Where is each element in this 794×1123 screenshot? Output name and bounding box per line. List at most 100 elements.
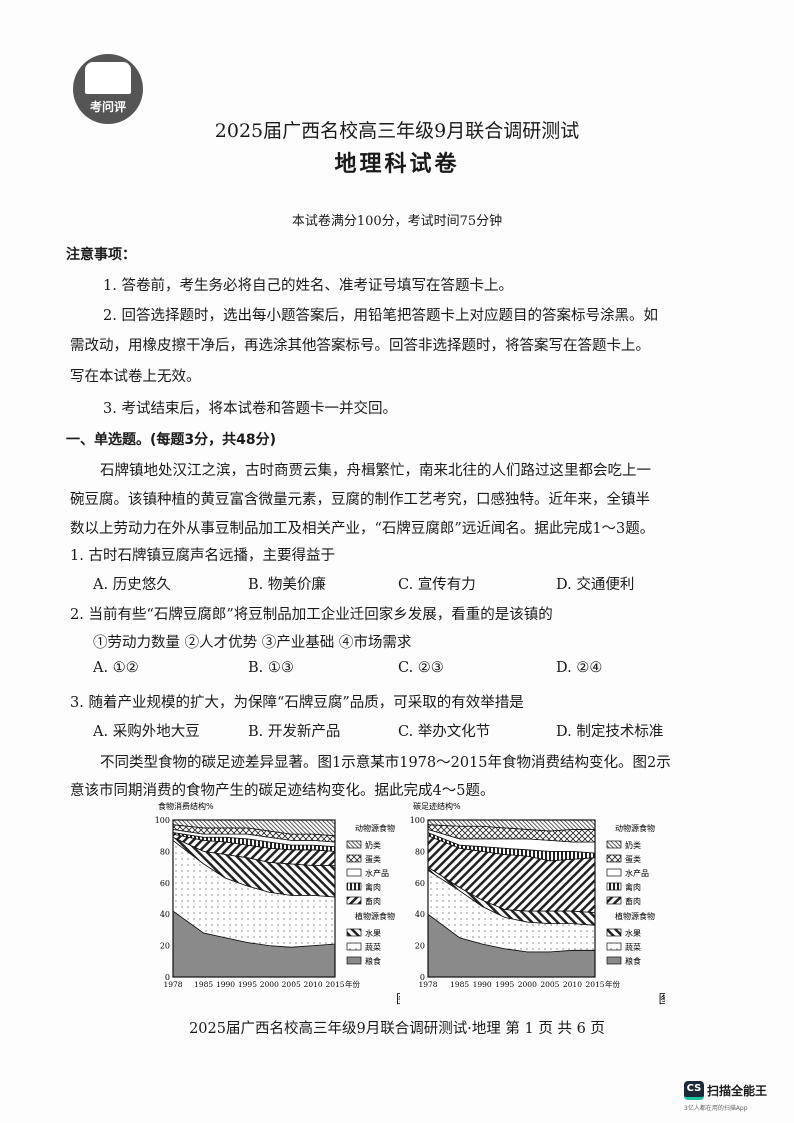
figure-caption: 图1	[396, 992, 400, 1006]
legend-swatch-vegetable	[606, 942, 622, 951]
option-d[interactable]: D. ②④	[556, 660, 603, 676]
x-tick-label: 2010	[563, 980, 582, 989]
legend-label: 水果	[365, 928, 381, 938]
question-2-stem: 2. 当前有些“石牌豆腐郎”将豆制品加工企业迁回家乡发展，看重的是该镇的	[70, 607, 553, 623]
option-a[interactable]: A. 历史悠久	[93, 577, 171, 593]
x-tick-label: 1978	[163, 980, 182, 989]
x-tick-label: 1990	[216, 980, 235, 989]
legend-swatch-fruit	[346, 928, 362, 937]
figure-caption: 图2	[659, 992, 665, 1006]
option-c[interactable]: C. ②③	[398, 660, 444, 676]
y-tick-label: 20	[160, 942, 170, 951]
x-tick-label: 1995	[495, 980, 514, 989]
question-2-choices: ①劳动力数量 ②人才优势 ③产业基础 ④市场需求	[93, 635, 412, 651]
legend-group-plant: 植物源食物	[355, 911, 395, 921]
y-tick-label: 100	[410, 816, 425, 825]
passage-line: 数以上劳动力在外从事豆制品加工及相关产业，“石牌豆腐郎”远近闻名。据此完成1～3…	[70, 521, 655, 537]
legend-label: 禽肉	[625, 882, 641, 892]
y-tick-label: 0	[420, 973, 425, 982]
legend-label: 奶类	[365, 840, 381, 850]
y-tick-label: 20	[415, 942, 425, 951]
question-1-stem: 1. 古时石牌镇豆腐声名远播，主要得益于	[70, 548, 335, 564]
x-tick-label: 2000	[260, 980, 279, 989]
legend-label: 蔬菜	[365, 942, 381, 952]
x-tick-label: 1990	[473, 980, 492, 989]
legend-label: 畜肉	[365, 896, 381, 906]
plot-frame	[427, 819, 596, 978]
legend-group-animal: 动物源食物	[355, 823, 395, 833]
legend-swatch-poultry	[606, 882, 622, 891]
legend-swatch-poultry	[346, 882, 362, 891]
x-tick-label: 2015	[325, 980, 344, 989]
legend-swatch-fruit	[606, 928, 622, 937]
notice-item: 需改动，用橡皮擦干净后，再选涂其他答案标号。回答非选择题时，将答案写在答题卡上。	[70, 338, 650, 354]
x-tick-label: 1978	[418, 980, 437, 989]
legend-swatch-livestock-meat	[346, 896, 362, 905]
x-tick-label: 2015	[585, 980, 604, 989]
question-3-stem: 3. 随着产业规模的扩大，为保障“石牌豆腐”品质，可采取的有效举措是	[70, 695, 524, 711]
legend-swatch-vegetable	[346, 942, 362, 951]
x-tick-label: 1985	[194, 980, 213, 989]
passage-line: 石牌镇地处汉江之滨，古时商贾云集，舟楫繁忙，南来北往的人们路过这里都会吃上一	[100, 463, 651, 479]
legend-swatch-egg	[606, 854, 622, 863]
legend-label: 粮食	[625, 956, 641, 966]
legend-label: 蔬菜	[625, 942, 641, 952]
notice-heading: 注意事项：	[66, 247, 136, 263]
x-tick-label: 2010	[304, 980, 323, 989]
legend-swatch-aquatic	[606, 868, 622, 877]
legend-label: 粮食	[365, 956, 381, 966]
x-tick-label: 2005	[540, 980, 559, 989]
legend-swatch-grain	[346, 956, 362, 965]
option-b[interactable]: B. 物美价廉	[248, 577, 326, 593]
y-tick-label: 0	[165, 973, 170, 982]
legend-swatch-milk	[606, 840, 622, 849]
x-axis-label: 年份	[345, 979, 360, 989]
legend-swatch-grain	[606, 956, 622, 965]
x-axis-label: 年份	[605, 979, 620, 989]
notice-item: 写在本试卷上无效。	[70, 369, 201, 385]
notice-item: 1. 答卷前，考生务必将自己的姓名、准考证号填写在答题卡上。	[103, 278, 513, 294]
option-b[interactable]: B. 开发新产品	[248, 724, 341, 740]
legend-swatch-aquatic	[346, 868, 362, 877]
option-c[interactable]: C. 宣传有力	[398, 577, 476, 593]
option-a[interactable]: A. ①②	[93, 660, 139, 676]
y-axis-label: 碳足迹结构%	[413, 801, 461, 811]
scanner-watermark: CS 扫描全能王 3亿人都在用的扫描App	[684, 1080, 767, 1112]
legend-label: 禽肉	[365, 882, 381, 892]
exam-info: 本试卷满分100分，考试时间75分钟	[291, 214, 503, 229]
logo: 考问评	[73, 54, 143, 124]
exam-title: 2025届广西名校高三年级9月联合调研测试	[214, 120, 580, 142]
option-d[interactable]: D. 交通便利	[556, 577, 635, 593]
option-d[interactable]: D. 制定技术标准	[556, 724, 664, 740]
legend-swatch-milk	[346, 840, 362, 849]
passage-line: 意该市同期消费的食物产生的碳足迹结构变化。据此完成4～5题。	[70, 783, 495, 799]
legend-label: 蛋类	[625, 854, 641, 864]
y-tick-label: 100	[155, 816, 170, 825]
y-axis-label: 食物消费结构%	[158, 801, 214, 811]
y-tick-label: 60	[160, 879, 170, 888]
legend-swatch-livestock-meat	[606, 896, 622, 905]
y-tick-label: 40	[415, 910, 425, 919]
watermark-name: 扫描全能王	[707, 1084, 768, 1098]
camscanner-icon: CS	[684, 1081, 704, 1100]
book-icon	[85, 62, 131, 94]
passage-line: 碗豆腐。该镇种植的黄豆富含微量元素，豆腐的制作工艺考究，口感独特。近年来，全镇半	[70, 492, 650, 508]
section-heading: 一、单选题。(每题3分，共48分)	[66, 432, 277, 448]
x-tick-label: 2000	[518, 980, 537, 989]
legend-label: 蛋类	[365, 854, 381, 864]
plot-frame	[172, 819, 336, 978]
x-tick-label: 1985	[450, 980, 469, 989]
option-c[interactable]: C. 举办文化节	[398, 724, 491, 740]
x-tick-label: 1995	[238, 980, 257, 989]
option-a[interactable]: A. 采购外地大豆	[93, 724, 200, 740]
y-tick-label: 80	[415, 847, 425, 856]
logo-text: 考问评	[89, 100, 126, 114]
legend-swatch-egg	[346, 854, 362, 863]
legend-label: 畜肉	[625, 896, 641, 906]
watermark-sub: 3亿人都在用的扫描App	[684, 1105, 748, 1112]
option-b[interactable]: B. ①③	[248, 660, 294, 676]
passage-line: 不同类型食物的碳足迹差异显著。图1示意某市1978～2015年食物消费结构变化。…	[100, 755, 671, 771]
